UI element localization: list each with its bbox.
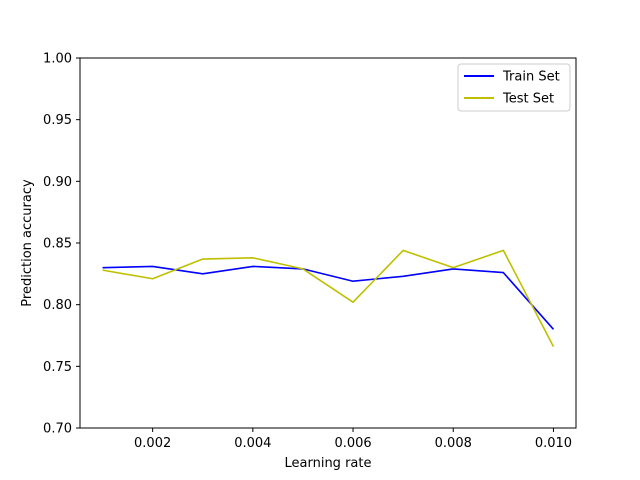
x-tick-label: 0.002: [134, 436, 171, 451]
y-tick-label: 0.75: [43, 360, 72, 375]
x-tick-label: 0.006: [334, 436, 371, 451]
series-line-train-set: [102, 265, 555, 330]
x-axis-label: Learning rate: [285, 456, 372, 471]
legend-label-train-set: Train Set: [502, 70, 560, 85]
y-tick-label: 0.95: [43, 113, 72, 128]
x-tick-label: 0.008: [435, 436, 472, 451]
x-tick-label: 0.010: [535, 436, 572, 451]
y-tick-label: 0.85: [43, 237, 72, 252]
y-tick-label: 1.00: [43, 52, 72, 67]
y-tick-label: 0.70: [43, 422, 72, 437]
y-tick-label: 0.80: [43, 298, 72, 313]
plot-area: [80, 58, 576, 428]
x-axis: 0.002 0.004 0.006 0.008 0.010: [134, 428, 572, 451]
series-layer: [102, 249, 555, 347]
y-axis: 0.70 0.75 0.80 0.85 0.90 0.95 1.00: [43, 52, 80, 437]
y-axis-label: Prediction accuracy: [20, 179, 35, 307]
legend-label-test-set: Test Set: [502, 92, 554, 107]
y-tick-label: 0.90: [43, 175, 72, 190]
x-tick-label: 0.004: [234, 436, 271, 451]
series-line-test-set: [102, 249, 555, 347]
legend: Train Set Test Set: [457, 63, 571, 112]
